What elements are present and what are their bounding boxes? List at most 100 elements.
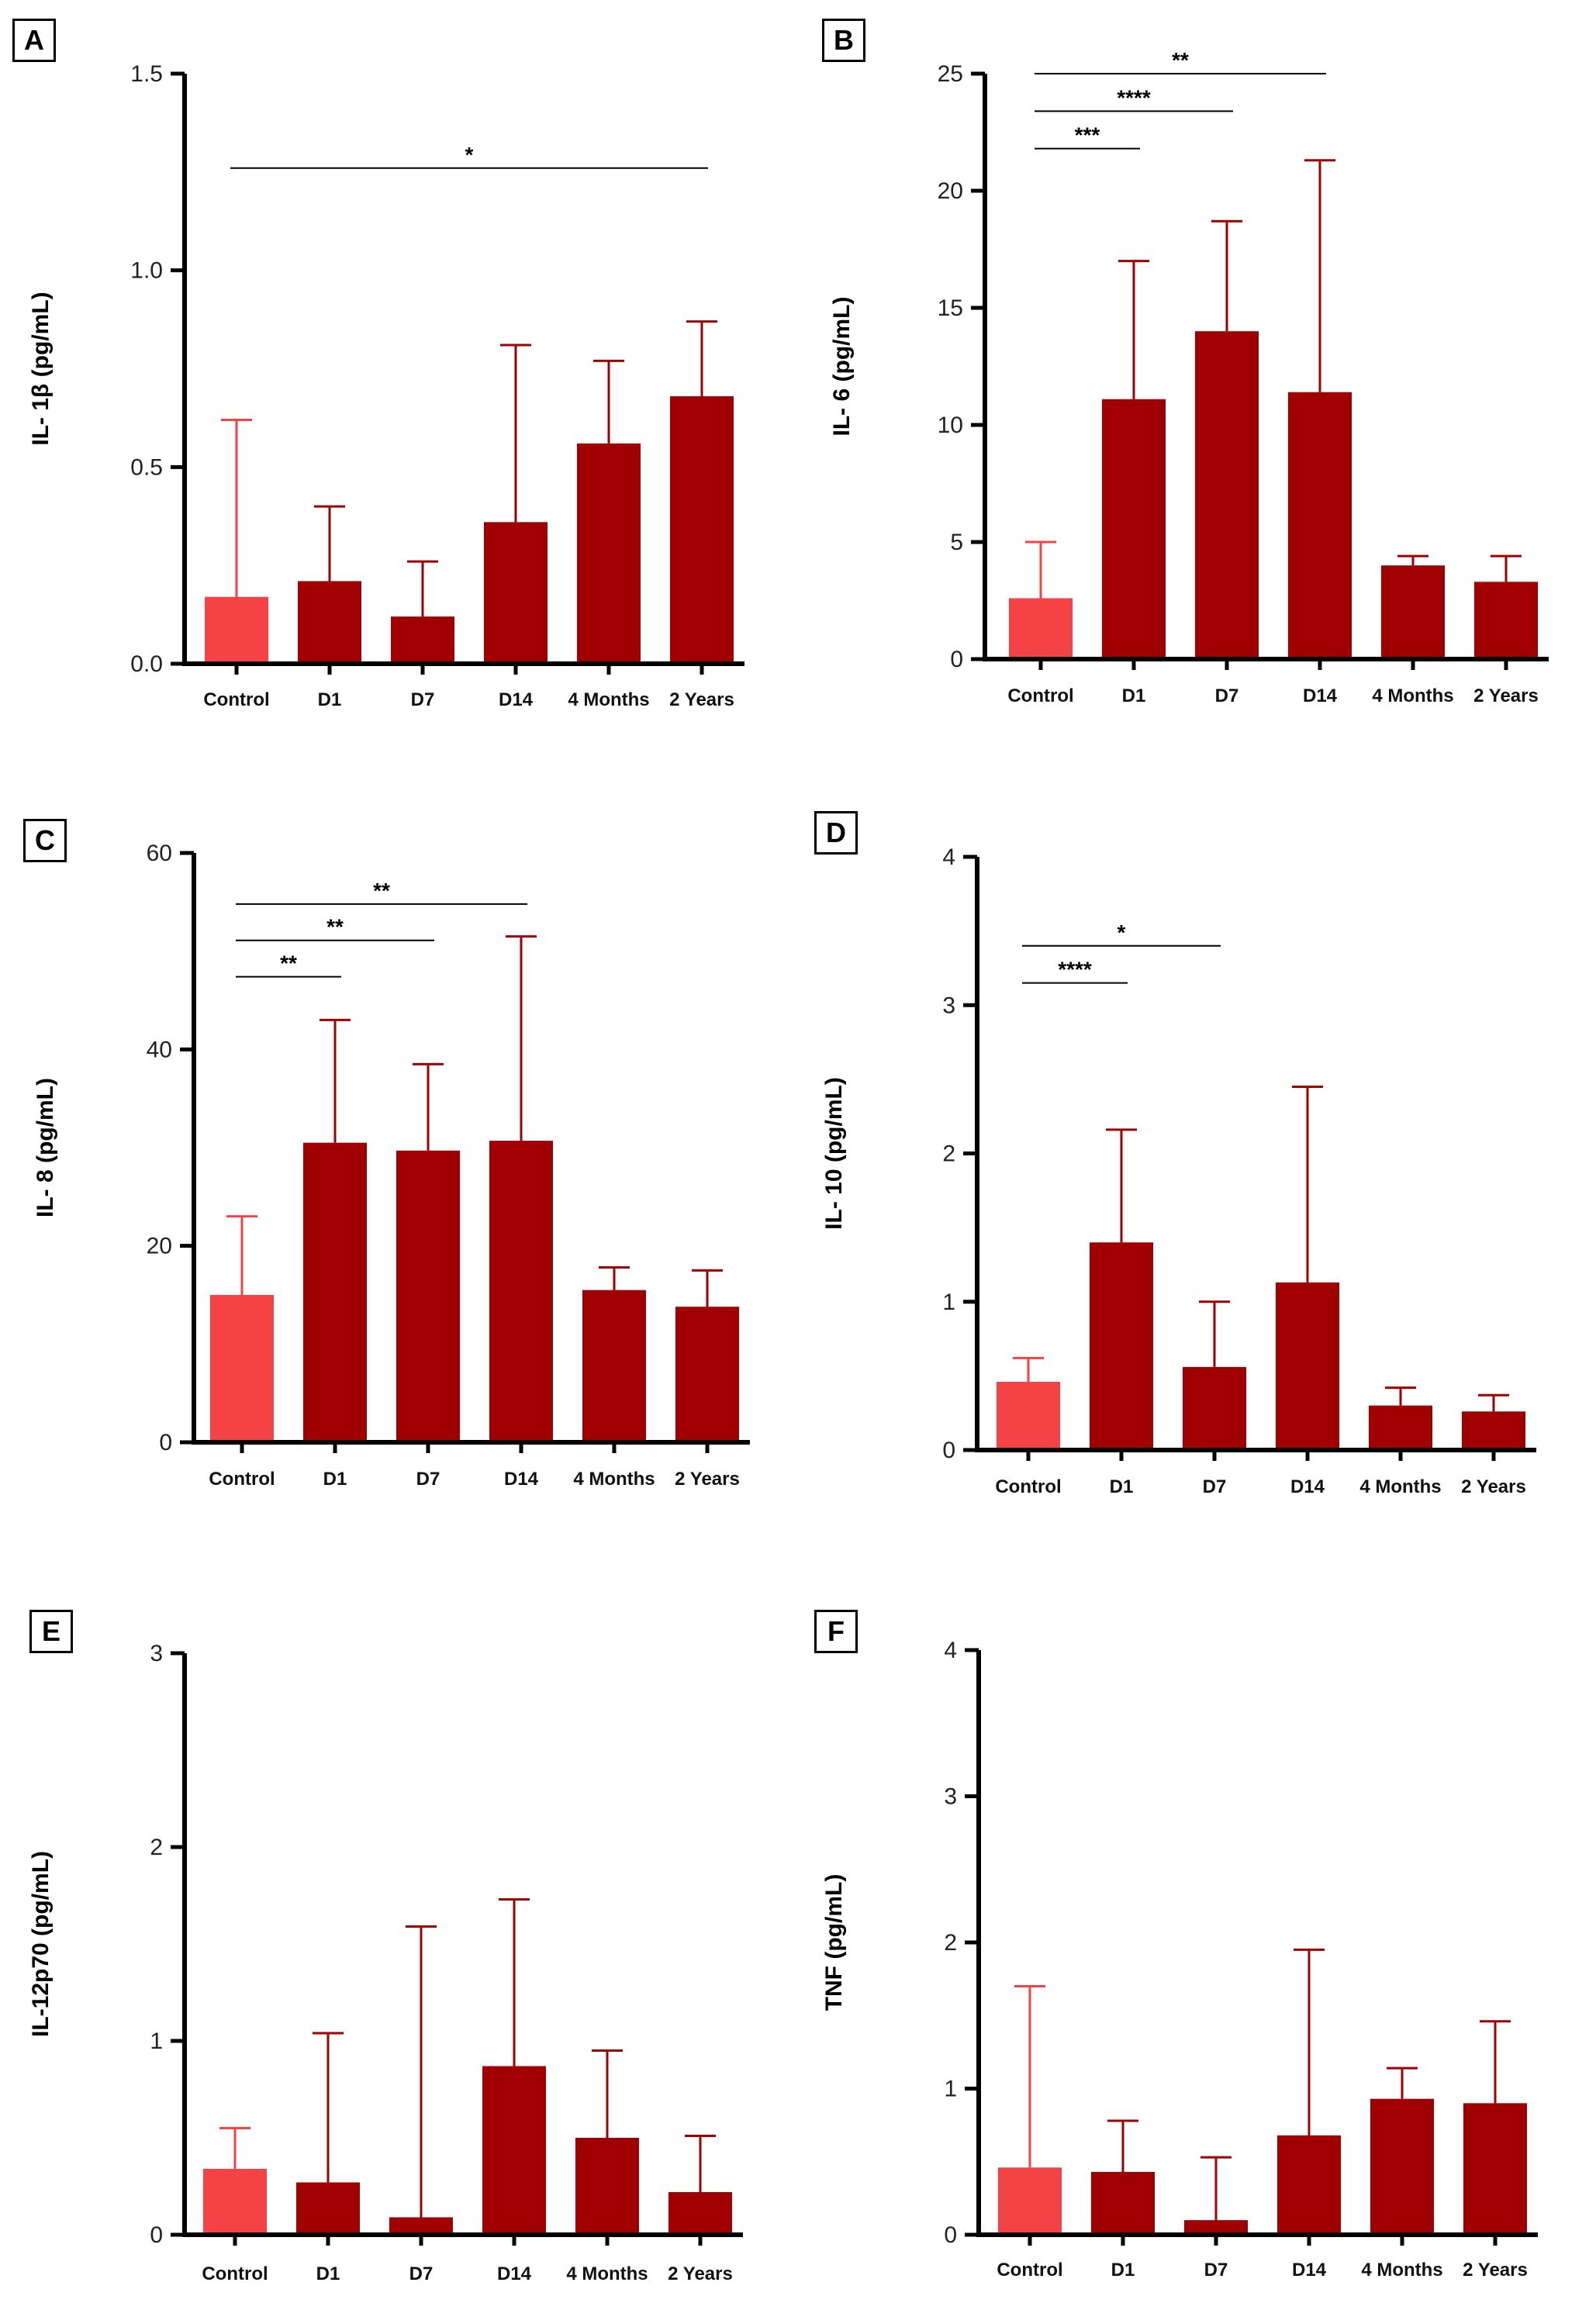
bar-c-2-years bbox=[675, 1307, 739, 1442]
significance-label-c-0: ** bbox=[373, 879, 390, 903]
significance-label-b-0: ** bbox=[1172, 48, 1189, 72]
category-label-b-2-years: 2 Years bbox=[1473, 685, 1539, 706]
significance-label-c-2: ** bbox=[280, 951, 297, 975]
panel-letter-d: D bbox=[814, 811, 858, 855]
category-label-e-d7: D7 bbox=[409, 2263, 434, 2284]
category-label-e-2-years: 2 Years bbox=[668, 2263, 733, 2284]
bar-d-d1 bbox=[1090, 1242, 1153, 1450]
bar-d-d14 bbox=[1276, 1282, 1339, 1450]
y-tick-label-d-2: 2 bbox=[942, 1141, 955, 1167]
category-label-c-control: Control bbox=[209, 1469, 275, 1490]
category-label-d-d14: D14 bbox=[1290, 1476, 1325, 1497]
bar-b-control bbox=[1009, 598, 1073, 659]
category-label-c-d1: D1 bbox=[323, 1469, 347, 1490]
y-tick-label-b-1: 5 bbox=[950, 530, 963, 555]
category-label-d-d1: D1 bbox=[1110, 1476, 1134, 1497]
bar-f-d1 bbox=[1091, 2171, 1155, 2235]
bar-e-control bbox=[203, 2169, 267, 2235]
category-label-c-d14: D14 bbox=[504, 1469, 539, 1490]
bar-d-4-months bbox=[1369, 1405, 1432, 1450]
bar-e-d1 bbox=[296, 2182, 360, 2235]
bar-c-control bbox=[210, 1295, 274, 1442]
bar-f-2-years bbox=[1463, 2103, 1527, 2235]
significance-label-c-1: ** bbox=[326, 915, 344, 939]
y-tick-label-a-0: 0.0 bbox=[130, 651, 163, 677]
y-tick-label-a-1: 0.5 bbox=[130, 454, 163, 480]
y-tick-label-d-0: 0 bbox=[942, 1438, 955, 1463]
y-axis-title-d: IL- 10 (pg/mL) bbox=[821, 1077, 847, 1230]
bar-b-2-years bbox=[1474, 582, 1538, 659]
bar-c-d1 bbox=[303, 1142, 367, 1442]
bar-f-d14 bbox=[1277, 2135, 1341, 2235]
y-tick-label-c-0: 0 bbox=[159, 1430, 172, 1455]
category-label-f-d1: D1 bbox=[1111, 2260, 1135, 2281]
category-label-f-d14: D14 bbox=[1292, 2260, 1327, 2281]
category-label-b-4-months: 4 Months bbox=[1372, 685, 1453, 706]
bar-e-d7 bbox=[389, 2217, 453, 2235]
panel-letter-b: B bbox=[822, 19, 865, 62]
y-tick-label-b-4: 20 bbox=[938, 178, 963, 204]
category-label-a-control: Control bbox=[203, 689, 269, 710]
bar-d-2-years bbox=[1462, 1411, 1525, 1450]
y-axis-title-f: TNF (pg/mL) bbox=[821, 1874, 847, 2011]
category-label-f-control: Control bbox=[997, 2260, 1062, 2281]
y-tick-label-f-0: 0 bbox=[944, 2222, 957, 2248]
y-axis-title-b: IL- 6 (pg/mL) bbox=[829, 297, 855, 437]
category-label-e-control: Control bbox=[202, 2263, 268, 2284]
y-axis-title-a: IL- 1β (pg/mL) bbox=[28, 292, 54, 445]
y-tick-label-e-3: 3 bbox=[150, 1641, 163, 1666]
bar-d-d7 bbox=[1183, 1366, 1246, 1450]
y-tick-label-d-4: 4 bbox=[942, 844, 955, 870]
category-label-a-d14: D14 bbox=[499, 689, 534, 710]
category-label-e-4-months: 4 Months bbox=[566, 2263, 648, 2284]
category-label-a-d1: D1 bbox=[318, 689, 342, 710]
bar-b-d14 bbox=[1288, 392, 1352, 659]
y-tick-label-c-1: 20 bbox=[147, 1234, 172, 1259]
category-label-e-d1: D1 bbox=[316, 2263, 340, 2284]
category-label-c-2-years: 2 Years bbox=[675, 1469, 740, 1490]
bar-c-d7 bbox=[396, 1150, 460, 1442]
category-label-b-control: Control bbox=[1007, 685, 1073, 706]
significance-label-a-0: * bbox=[465, 143, 474, 167]
y-tick-label-a-2: 1.0 bbox=[130, 258, 163, 284]
bar-f-d7 bbox=[1184, 2220, 1248, 2235]
y-tick-label-c-2: 40 bbox=[147, 1037, 172, 1062]
bar-a-2-years bbox=[670, 396, 734, 664]
significance-label-d-0: * bbox=[1118, 920, 1126, 944]
y-tick-label-c-3: 60 bbox=[147, 841, 172, 866]
y-tick-label-e-1: 1 bbox=[150, 2029, 163, 2054]
y-tick-label-f-3: 3 bbox=[944, 1784, 957, 1810]
bar-c-4-months bbox=[582, 1290, 646, 1442]
category-label-c-4-months: 4 Months bbox=[573, 1469, 655, 1490]
category-label-e-d14: D14 bbox=[497, 2263, 532, 2284]
bar-b-4-months bbox=[1381, 565, 1445, 659]
bar-b-d7 bbox=[1195, 331, 1259, 659]
panel-letter-f: F bbox=[814, 1610, 858, 1653]
significance-label-b-1: **** bbox=[1117, 85, 1151, 109]
category-label-a-d7: D7 bbox=[411, 689, 435, 710]
y-tick-label-b-3: 15 bbox=[938, 295, 963, 321]
y-tick-label-d-3: 3 bbox=[942, 993, 955, 1018]
bar-e-d14 bbox=[482, 2066, 546, 2235]
panel-letter-e: E bbox=[29, 1610, 73, 1653]
category-label-f-4-months: 4 Months bbox=[1361, 2260, 1442, 2281]
bar-e-2-years bbox=[668, 2192, 732, 2235]
category-label-a-4-months: 4 Months bbox=[568, 689, 649, 710]
y-axis-title-e: IL-12p70 (pg/mL) bbox=[28, 1851, 54, 2037]
y-tick-label-b-5: 25 bbox=[938, 61, 963, 87]
bar-a-4-months bbox=[577, 443, 641, 664]
category-label-d-d7: D7 bbox=[1203, 1476, 1227, 1497]
category-label-a-2-years: 2 Years bbox=[669, 689, 734, 710]
category-label-d-4-months: 4 Months bbox=[1359, 1476, 1441, 1497]
bar-a-d1 bbox=[298, 581, 361, 664]
category-label-c-d7: D7 bbox=[416, 1469, 440, 1490]
category-label-d-2-years: 2 Years bbox=[1461, 1476, 1526, 1497]
category-label-f-2-years: 2 Years bbox=[1463, 2260, 1528, 2281]
bar-b-d1 bbox=[1102, 399, 1166, 659]
bar-c-d14 bbox=[489, 1141, 553, 1442]
